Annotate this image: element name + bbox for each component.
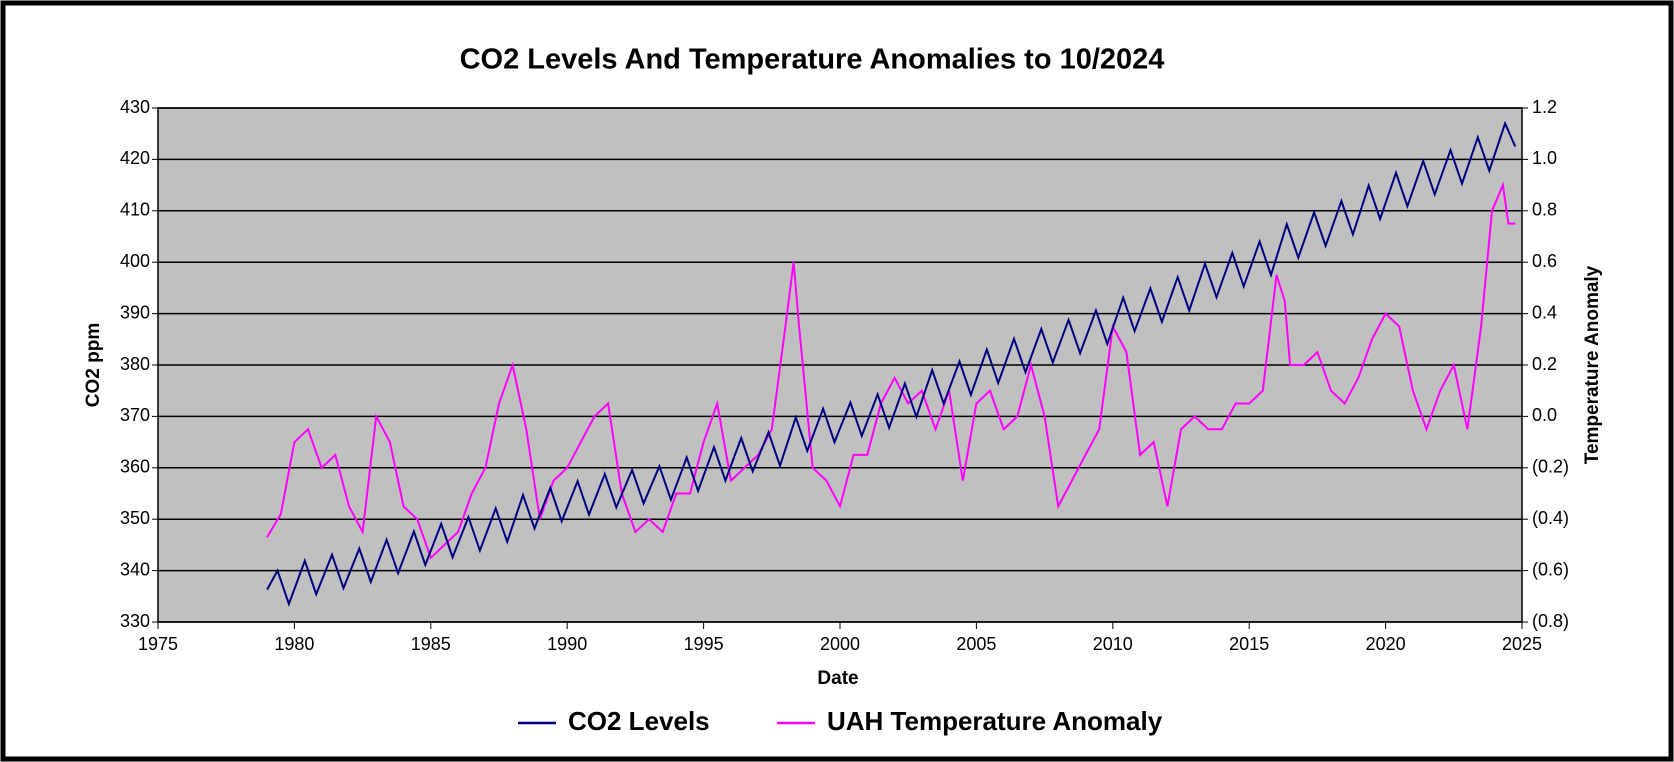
y-tick-label: 350 — [120, 508, 150, 528]
y2-tick-label: (0.6) — [1532, 559, 1569, 579]
y-tick-label: 420 — [120, 148, 150, 168]
y-tick-label: 410 — [120, 200, 150, 220]
y2-tick-label: 0.0 — [1532, 405, 1557, 425]
x-tick-label: 1985 — [411, 634, 451, 654]
x-tick-label: 2015 — [1229, 634, 1269, 654]
y-tick-label: 340 — [120, 559, 150, 579]
legend-label: CO2 Levels — [568, 706, 710, 736]
y2-tick-label: 0.2 — [1532, 354, 1557, 374]
x-tick-label: 1995 — [684, 634, 724, 654]
x-axis-title: Date — [817, 668, 858, 689]
x-tick-label: 2000 — [820, 634, 860, 654]
y-axis-title: CO2 ppm — [83, 323, 104, 407]
x-tick-label: 1990 — [547, 634, 587, 654]
y2-tick-label: 0.8 — [1532, 200, 1557, 220]
x-tick-label: 2005 — [956, 634, 996, 654]
series-line — [266, 120, 1517, 607]
legend-label: UAH Temperature Anomaly — [827, 706, 1163, 736]
y-tick-label: 400 — [120, 251, 150, 271]
y-tick-label: 330 — [120, 611, 150, 631]
chart-title: CO2 Levels And Temperature Anomalies to … — [460, 44, 1165, 76]
y2-tick-label: (0.8) — [1532, 611, 1569, 631]
y-tick-label: 390 — [120, 302, 150, 322]
y2-tick-label: 1.0 — [1532, 148, 1557, 168]
x-tick-label: 2025 — [1502, 634, 1542, 654]
y-tick-label: 360 — [120, 457, 150, 477]
y2-tick-label: (0.2) — [1532, 457, 1569, 477]
y-tick-label: 370 — [120, 405, 150, 425]
y2-tick-label: 0.4 — [1532, 302, 1557, 322]
y2-tick-label: (0.4) — [1532, 508, 1569, 528]
x-tick-label: 2010 — [1093, 634, 1133, 654]
x-tick-label: 1975 — [138, 634, 178, 654]
y-tick-label: 430 — [120, 97, 150, 117]
y2-tick-label: 0.6 — [1532, 251, 1557, 271]
x-tick-label: 1980 — [274, 634, 314, 654]
y-tick-label: 380 — [120, 354, 150, 374]
y2-tick-label: 1.2 — [1532, 97, 1557, 117]
x-tick-label: 2020 — [1366, 634, 1406, 654]
y2-axis-title: Temperature Anomaly — [1582, 265, 1603, 464]
